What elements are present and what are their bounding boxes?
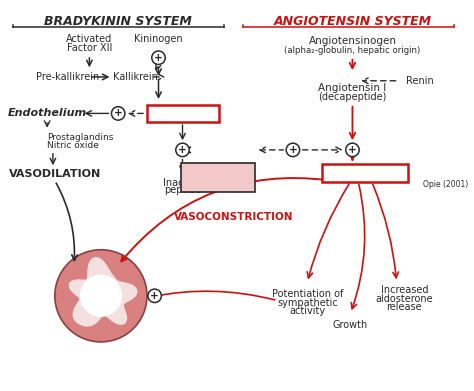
Text: +: +: [114, 108, 123, 118]
Text: Inactive: Inactive: [163, 178, 202, 188]
Text: Activated: Activated: [66, 34, 112, 45]
Text: Pre-kallikrein: Pre-kallikrein: [36, 72, 99, 82]
Circle shape: [55, 250, 147, 342]
Polygon shape: [69, 258, 137, 326]
Text: ANGIOTENSIN SYSTEM: ANGIOTENSIN SYSTEM: [273, 15, 431, 28]
Text: Kininogen: Kininogen: [134, 34, 183, 45]
Circle shape: [152, 51, 165, 65]
Text: +: +: [289, 145, 297, 155]
Circle shape: [176, 143, 189, 157]
Text: Opie (2001): Opie (2001): [422, 180, 468, 189]
Circle shape: [286, 143, 300, 157]
Text: Increased: Increased: [381, 285, 428, 295]
Text: activity: activity: [289, 306, 325, 316]
Text: Nitric oxide: Nitric oxide: [47, 141, 99, 150]
Text: Converting: Converting: [186, 168, 250, 178]
Bar: [146, 105, 219, 122]
Text: +: +: [154, 53, 163, 63]
Text: Prostaglandins: Prostaglandins: [47, 133, 113, 142]
Text: sympathetic: sympathetic: [277, 298, 337, 308]
Text: A-II via AT: A-II via AT: [335, 168, 390, 178]
Text: (alpha₂-globulin, hepatic origin): (alpha₂-globulin, hepatic origin): [284, 46, 420, 55]
Text: release: release: [386, 302, 422, 312]
Text: (decapeptide): (decapeptide): [318, 92, 387, 102]
Text: aldosterone: aldosterone: [375, 294, 433, 304]
Text: Bradykinin: Bradykinin: [147, 107, 218, 120]
Text: VASOCONSTRICTION: VASOCONSTRICTION: [173, 212, 293, 222]
Text: Endothelium: Endothelium: [8, 108, 87, 118]
Bar: [322, 164, 408, 181]
Text: 1: 1: [399, 170, 404, 179]
Text: peptide: peptide: [164, 185, 201, 195]
Text: +: +: [178, 145, 187, 155]
Text: +: +: [150, 291, 159, 301]
Text: +: +: [348, 145, 357, 155]
Text: Growth: Growth: [333, 319, 368, 330]
Circle shape: [346, 143, 359, 157]
Text: Kallikrein: Kallikrein: [113, 72, 158, 82]
Bar: [181, 163, 255, 192]
Text: Factor XII: Factor XII: [67, 43, 112, 53]
Text: Renin: Renin: [406, 76, 434, 86]
Text: VASODILATION: VASODILATION: [9, 169, 101, 179]
Circle shape: [148, 289, 161, 303]
Text: enzyme: enzyme: [196, 177, 240, 187]
Text: Potentiation of: Potentiation of: [272, 289, 343, 299]
Circle shape: [80, 275, 122, 317]
Text: Angiotensin I: Angiotensin I: [319, 83, 387, 93]
Text: Angiotensinogen: Angiotensinogen: [309, 36, 396, 47]
Circle shape: [111, 107, 125, 120]
Text: BRADYKININ SYSTEM: BRADYKININ SYSTEM: [44, 15, 192, 28]
